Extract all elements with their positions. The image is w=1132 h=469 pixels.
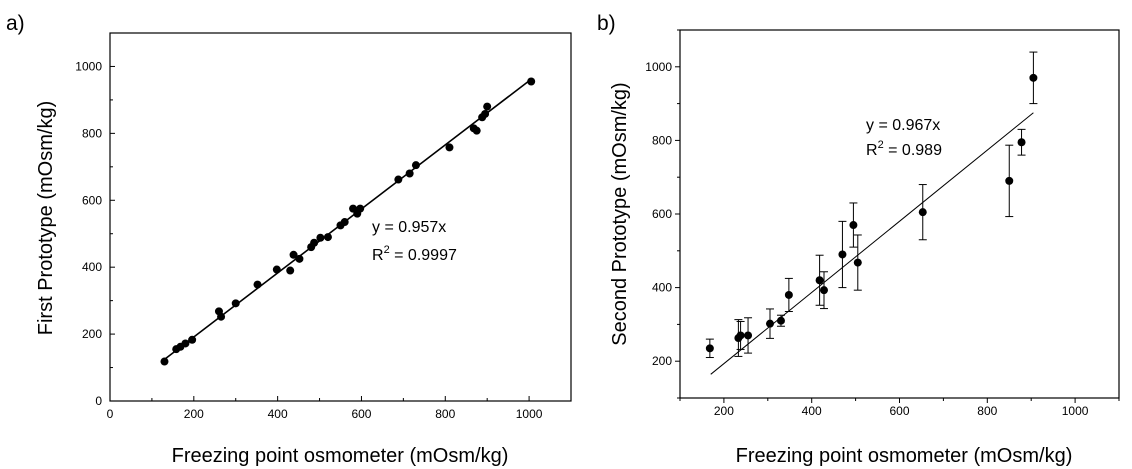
data-point [323,233,332,242]
data-point [1029,73,1038,82]
panel-a-label: a) [6,12,25,35]
y-tick-label: 600 [652,207,672,221]
data-point [849,221,858,230]
data-point [286,266,295,275]
data-point [744,331,753,340]
data-point [736,331,745,340]
y-tick-label: 1000 [75,59,102,73]
data-point [188,335,197,344]
panel-b-x-ticks: 200 400 600 800 1000 [679,398,1120,418]
x-tick-label: 1000 [516,407,543,421]
panel-b-equation: y = 0.967x [866,117,940,134]
data-point [838,250,847,259]
y-tick-label: 200 [652,354,672,368]
data-point [481,109,490,118]
panel-a-chart: a) 0 200 400 600 800 1000 0 200 400 600 800 1000 y… [6,12,572,467]
y-tick-label: 200 [82,327,102,341]
panel-a-r-squared: R2 = 0.9997 [372,244,457,264]
data-point [272,265,281,274]
data-point [160,357,169,366]
data-point [918,208,927,217]
x-tick-label: 200 [184,407,204,421]
data-point [253,280,262,289]
panel-b-plot-frame [679,29,1120,399]
data-point [1017,138,1026,147]
data-point [340,218,349,227]
data-point [527,77,536,86]
panel-b-points [705,51,1038,359]
panel-a-x-axis-title: Freezing point osmometer (mOsm/kg) [172,445,509,467]
data-point [705,344,714,353]
panel-a-fit-line [163,78,532,361]
y-tick-label: 400 [652,281,672,295]
data-point [411,161,420,170]
y-tick-label: 800 [652,133,672,147]
data-point [765,319,774,328]
data-point [181,339,190,348]
data-point [445,143,454,152]
data-point [217,312,226,321]
data-point [483,102,492,111]
panel-b-fit-line [710,112,1034,375]
panel-a-y-axis-title: First Prototype (mOsm/kg) [35,101,57,335]
x-tick-label: 1000 [1062,404,1089,418]
data-point [310,238,319,247]
panel-b-x-axis-title: Freezing point osmometer (mOsm/kg) [736,445,1073,467]
panel-b-label: b) [597,12,616,35]
x-tick-label: 800 [977,404,997,418]
data-point [231,299,240,308]
x-tick-label: 400 [802,404,822,418]
panel-b-y-axis-title: Second Prototype (mOsm/kg) [609,82,631,345]
panel-a-y-ticks: 0 200 400 600 800 1000 [75,32,115,408]
data-point [853,258,862,267]
data-point [289,250,298,259]
data-point [1005,176,1014,185]
x-tick-label: 600 [351,407,371,421]
x-tick-label: 400 [268,407,288,421]
panel-a-plot-frame [109,32,572,402]
y-tick-label: 1000 [645,60,672,74]
y-tick-label: 800 [82,126,102,140]
data-point [316,233,325,242]
data-point [784,290,793,299]
data-point [405,169,414,178]
x-tick-label: 200 [714,404,734,418]
x-tick-label: 800 [435,407,455,421]
x-tick-label: 0 [107,407,114,421]
y-tick-label: 400 [82,260,102,274]
data-point [815,276,824,285]
panel-b-r-squared: R2 = 0.989 [866,139,942,159]
panel-b-y-ticks: 200 400 600 800 1000 [645,29,680,399]
data-point [295,254,304,263]
panel-a-equation: y = 0.957x [372,219,446,236]
panel-a-points [160,77,536,366]
data-point [819,286,828,295]
panel-a-x-ticks: 0 200 400 600 800 1000 [107,396,572,421]
data-point [776,316,785,325]
y-tick-label: 600 [82,193,102,207]
data-point [394,175,403,184]
panel-b-chart: b) 200 400 600 800 1000 200 400 600 800 1000 y =… [597,12,1120,467]
x-tick-label: 600 [889,404,909,418]
data-point [472,126,481,135]
y-tick-label: 0 [95,394,102,408]
data-point [356,204,365,213]
